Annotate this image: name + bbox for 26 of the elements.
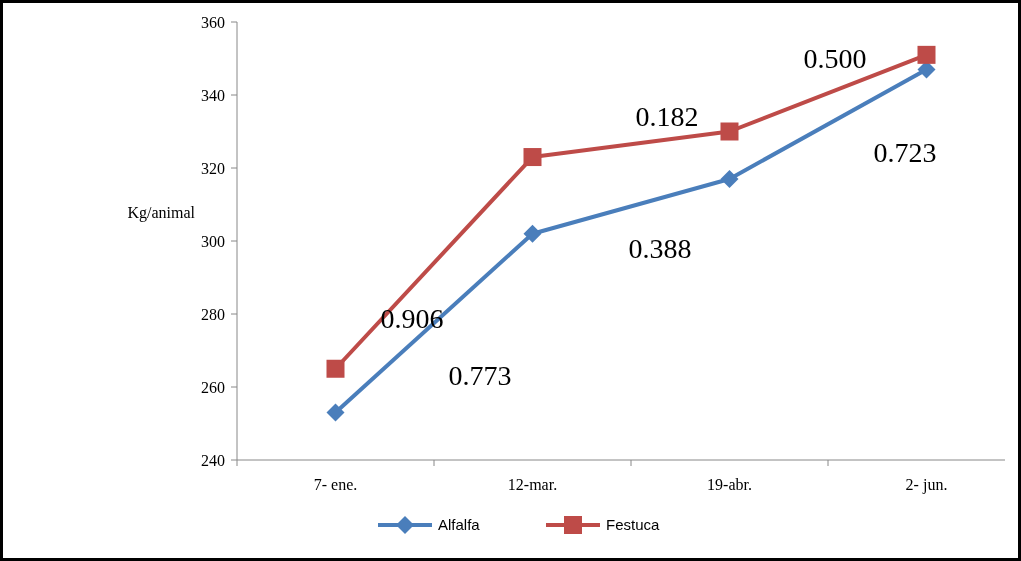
point	[523, 224, 542, 243]
y-tick-label: 360	[201, 13, 225, 31]
y-tick-label: 320	[201, 159, 225, 177]
annotation: 0.723	[873, 136, 937, 168]
x-tick-label: 12-mar.	[507, 476, 558, 493]
y-tick-label: 240	[201, 451, 225, 469]
point	[720, 122, 739, 141]
point	[720, 169, 739, 188]
annotation: 0.773	[448, 359, 512, 391]
x-tick-label: 2- jun.	[905, 476, 948, 494]
y-tick-label: 300	[201, 232, 225, 250]
y-axis-title: Kg/animal	[127, 204, 196, 222]
x-tick-label: 19-abr.	[707, 476, 752, 493]
y-tick-label: 260	[201, 378, 225, 396]
y-tick-label: 280	[201, 305, 225, 323]
point	[523, 148, 542, 167]
annotation: 0.182	[635, 100, 699, 132]
x-tick-label: 7- ene.	[313, 476, 358, 493]
point	[326, 359, 345, 378]
annotation: 0.500	[803, 42, 867, 74]
point	[326, 403, 345, 422]
legend-label: Festuca	[606, 516, 661, 534]
point	[917, 45, 936, 64]
annotation: 0.388	[628, 232, 692, 264]
y-tick-label: 340	[201, 86, 225, 104]
legend-label: Alfalfa	[438, 516, 481, 534]
